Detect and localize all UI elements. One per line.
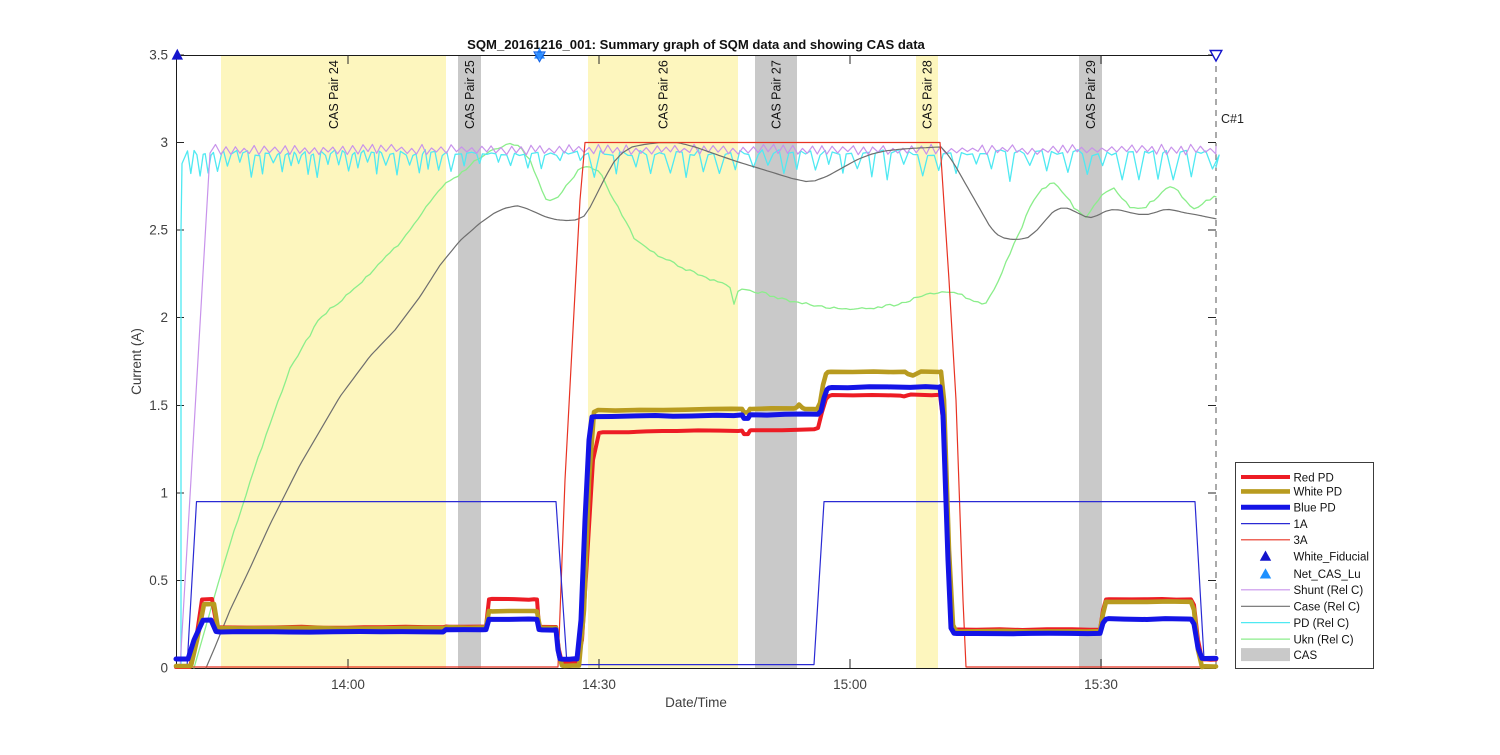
svg-text:CAS: CAS — [1294, 650, 1318, 662]
svg-text:3: 3 — [160, 135, 168, 150]
svg-text:CAS Pair 24: CAS Pair 24 — [327, 60, 341, 129]
svg-text:3A: 3A — [1294, 535, 1308, 547]
svg-text:CAS Pair 28: CAS Pair 28 — [921, 60, 935, 129]
svg-text:3.5: 3.5 — [149, 48, 168, 63]
svg-text:2: 2 — [160, 310, 168, 325]
svg-text:Current (A): Current (A) — [129, 328, 144, 395]
svg-text:1.5: 1.5 — [149, 398, 168, 413]
svg-text:Date/Time: Date/Time — [665, 695, 727, 710]
svg-text:Case (Rel C): Case (Rel C) — [1294, 602, 1361, 614]
svg-text:White_Fiducial: White_Fiducial — [1294, 551, 1369, 563]
svg-text:0.5: 0.5 — [149, 573, 168, 588]
svg-text:2.5: 2.5 — [149, 223, 168, 238]
svg-text:15:30: 15:30 — [1084, 677, 1118, 692]
svg-text:Blue PD: Blue PD — [1294, 503, 1336, 515]
svg-text:14:00: 14:00 — [331, 677, 365, 692]
svg-text:CAS Pair 25: CAS Pair 25 — [463, 60, 477, 129]
svg-text:PD (Rel C): PD (Rel C) — [1294, 618, 1350, 630]
svg-text:CAS Pair 26: CAS Pair 26 — [657, 60, 671, 129]
svg-text:1A: 1A — [1294, 519, 1308, 531]
svg-text:0: 0 — [160, 661, 168, 676]
svg-text:CAS Pair 29: CAS Pair 29 — [1084, 60, 1098, 129]
svg-text:Ukn (Rel C): Ukn (Rel C) — [1294, 634, 1354, 646]
svg-text:Red PD: Red PD — [1294, 472, 1334, 484]
svg-text:SQM_20161216_001: Summary grap: SQM_20161216_001: Summary graph of SQM d… — [467, 37, 925, 52]
svg-text:C#1: C#1 — [1221, 112, 1244, 126]
svg-text:Shunt (Rel C): Shunt (Rel C) — [1294, 585, 1364, 597]
svg-text:White PD: White PD — [1294, 487, 1343, 499]
svg-text:Net_CAS_Lu: Net_CAS_Lu — [1294, 569, 1361, 581]
svg-text:15:00: 15:00 — [833, 677, 867, 692]
svg-text:CAS Pair 27: CAS Pair 27 — [770, 60, 784, 129]
svg-text:1: 1 — [160, 485, 168, 500]
svg-text:14:30: 14:30 — [582, 677, 616, 692]
